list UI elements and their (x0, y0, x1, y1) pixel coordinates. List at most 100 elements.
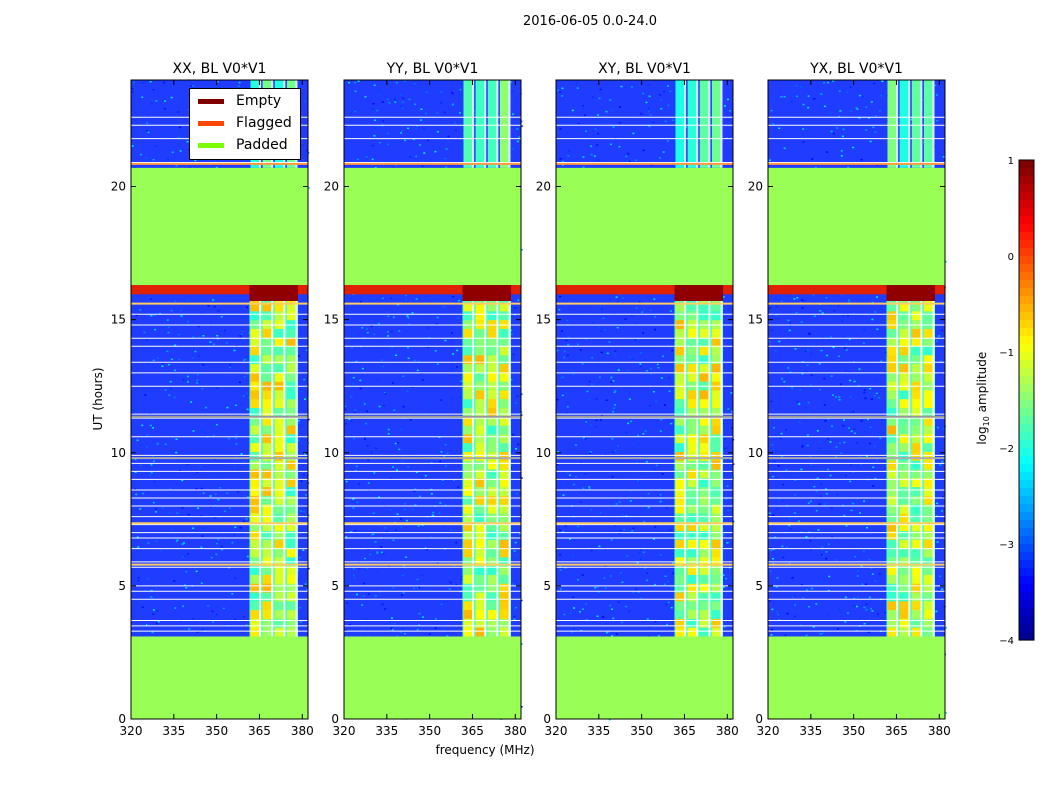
colorbar-segment (1019, 408, 1034, 417)
noise-speck (247, 625, 250, 628)
signal-cell (475, 522, 485, 532)
noise-speck (596, 615, 599, 617)
noise-speck (355, 465, 358, 468)
noise-speck (384, 608, 387, 610)
noise-speck (659, 494, 662, 496)
signal-cell (923, 495, 934, 506)
noise-speck (723, 626, 726, 628)
signal-cell (711, 372, 722, 383)
signal-cell (923, 531, 934, 541)
channel-gap-line (920, 285, 923, 637)
noise-speck (788, 329, 791, 332)
colorbar-segment (1019, 296, 1034, 305)
signal-cell (711, 574, 722, 585)
channel-gap-line (484, 285, 487, 637)
noise-speck (559, 565, 562, 568)
noise-speck (806, 349, 809, 352)
noise-speck (827, 418, 830, 421)
signal-cell (887, 399, 897, 409)
channel-gap-line (720, 285, 723, 637)
noise-speck (827, 81, 830, 84)
noise-speck (793, 615, 796, 618)
noise-speck (205, 406, 208, 409)
noise-speck (299, 510, 302, 512)
noise-speck (357, 80, 360, 83)
noise-speck (202, 492, 205, 494)
noise-speck (200, 582, 203, 585)
noise-speck (781, 455, 784, 458)
noise-speck (386, 98, 389, 101)
noise-speck (441, 483, 444, 486)
signal-cell (887, 618, 897, 629)
noise-speck (825, 488, 828, 490)
signal-cell (699, 601, 709, 611)
channel-gap-line (283, 285, 286, 637)
noise-speck (941, 510, 944, 512)
signal-cell (274, 478, 284, 488)
noise-speck (242, 520, 245, 523)
noise-speck (179, 150, 182, 152)
signal-cell (274, 618, 284, 629)
signal-cell (923, 337, 934, 348)
noise-speck (805, 106, 808, 109)
signal-cell (711, 399, 722, 409)
noise-speck (247, 458, 250, 461)
padded-region (344, 167, 521, 286)
noise-speck (573, 483, 576, 486)
noise-speck (364, 96, 367, 98)
colorbar-segment (1019, 184, 1034, 193)
signal-cell (463, 610, 473, 620)
noise-speck (848, 412, 851, 414)
noise-speck (141, 82, 144, 84)
noise-speck (778, 499, 781, 501)
signal-cell (923, 328, 934, 339)
noise-speck (447, 135, 450, 138)
noise-speck (239, 526, 242, 529)
signal-cell (286, 531, 297, 541)
noise-speck (613, 391, 616, 394)
signal-cell (487, 311, 497, 321)
noise-speck (442, 102, 445, 105)
noise-speck (376, 552, 379, 555)
noise-speck (238, 381, 241, 384)
noise-speck (559, 569, 562, 571)
noise-speck (774, 536, 777, 539)
signal-cell (475, 574, 485, 585)
noise-speck (512, 583, 515, 585)
noise-speck (852, 502, 855, 505)
noise-speck (771, 558, 774, 560)
noise-speck (813, 98, 816, 100)
signal-cell (250, 311, 260, 321)
signal-cell (899, 443, 909, 453)
signal-cell (899, 451, 909, 462)
noise-speck (167, 363, 170, 366)
signal-cell (711, 337, 722, 348)
noise-speck (856, 575, 859, 577)
noise-speck (370, 325, 373, 328)
noise-speck (352, 574, 355, 577)
noise-speck (402, 592, 405, 594)
signal-cell (699, 434, 709, 444)
noise-speck (451, 397, 454, 399)
noise-speck (941, 484, 944, 487)
colorbar-segment (1019, 344, 1034, 353)
noise-speck (780, 432, 783, 435)
noise-speck (192, 527, 195, 529)
signal-cell (487, 478, 497, 488)
noise-speck (594, 586, 597, 589)
noise-speck (356, 158, 359, 161)
signal-cell (487, 399, 497, 409)
noise-speck (404, 508, 407, 511)
signal-cell (499, 311, 510, 321)
x-tick-label: 365 (248, 724, 271, 738)
noise-speck (215, 499, 218, 502)
noise-speck (559, 529, 562, 531)
noise-speck (865, 608, 868, 611)
noise-speck (511, 90, 514, 92)
noise-speck (809, 455, 812, 457)
signal-cell (687, 495, 697, 506)
noise-speck (451, 103, 454, 106)
noise-speck (845, 349, 848, 351)
noise-speck (865, 129, 868, 131)
signal-cell (899, 592, 909, 602)
